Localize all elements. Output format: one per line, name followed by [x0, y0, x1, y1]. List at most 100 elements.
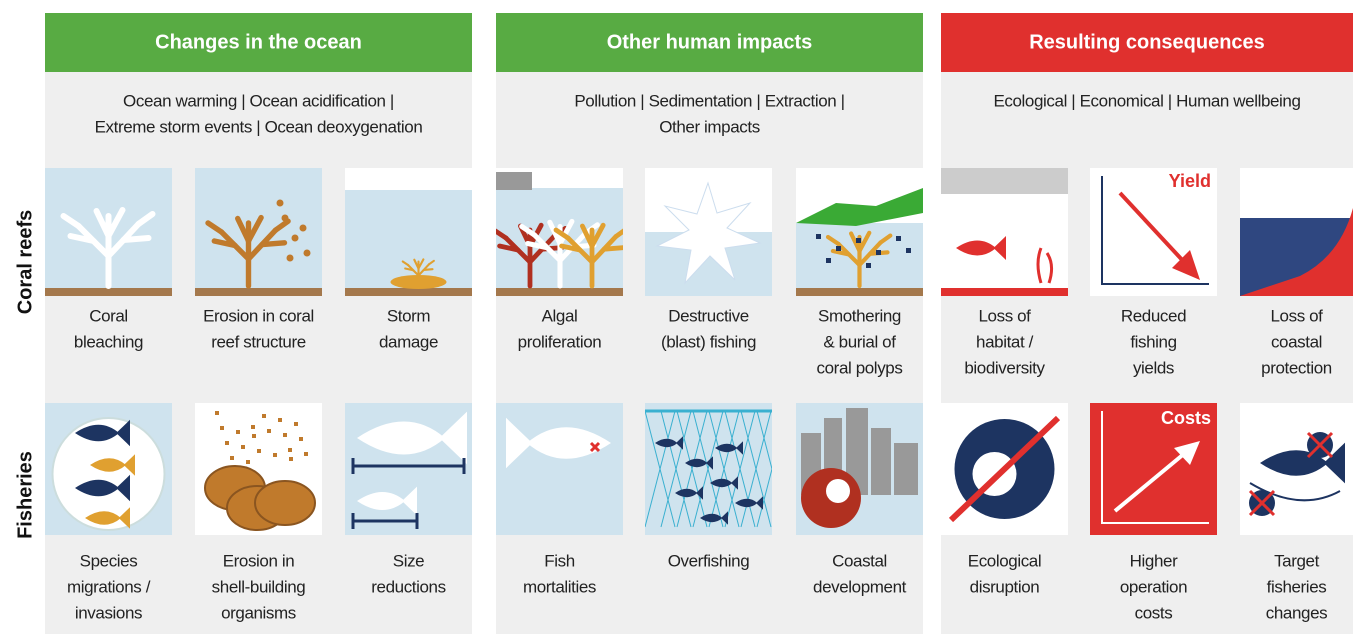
icon-caption: coastal — [1271, 332, 1322, 351]
column-subtitle: Extreme storm events | Ocean deoxygenati… — [95, 117, 423, 136]
icon — [796, 168, 923, 296]
icon-label: Yield — [1169, 171, 1211, 191]
building — [894, 443, 918, 495]
icon — [496, 403, 623, 535]
icon — [796, 403, 923, 535]
shell-debris — [288, 448, 292, 452]
panel-bg — [45, 72, 472, 634]
sediment — [836, 246, 841, 251]
shell-debris — [257, 449, 261, 453]
shell-debris — [299, 437, 303, 441]
row-label: Fisheries — [14, 451, 36, 539]
icon — [941, 403, 1068, 535]
shell-debris — [283, 433, 287, 437]
icon-caption: fishing — [1130, 332, 1176, 351]
icon — [345, 168, 472, 296]
coral-fallen — [391, 275, 447, 289]
icon-caption: migrations / — [67, 577, 151, 596]
icon-caption: damage — [379, 332, 438, 351]
icon-caption: costs — [1135, 603, 1173, 622]
icon-caption: Storm — [387, 306, 431, 325]
shell-debris — [252, 434, 256, 438]
shell-debris — [278, 418, 282, 422]
icon-bg — [496, 403, 623, 535]
column-title: Resulting consequences — [1029, 31, 1265, 53]
building — [871, 428, 891, 495]
row-label: Coral reefs — [14, 210, 36, 315]
icon-caption: Ecological — [968, 551, 1042, 570]
sediment — [866, 263, 871, 268]
icon — [645, 168, 772, 296]
shell-debris — [225, 441, 229, 445]
icon-caption: coral polyps — [817, 358, 903, 377]
column-subtitle: Other impacts — [659, 117, 760, 136]
icon-caption: (blast) fishing — [661, 332, 756, 351]
icon — [195, 168, 322, 296]
icon — [941, 168, 1068, 296]
icon-caption: reef structure — [211, 332, 306, 351]
icon-caption: Higher — [1130, 551, 1178, 570]
icon-bg — [195, 168, 322, 296]
icon-caption: reductions — [371, 577, 445, 596]
coral-branch — [424, 269, 433, 270]
shell-debris — [236, 430, 240, 434]
column-subtitle: Ecological | Economical | Human wellbein… — [993, 91, 1300, 110]
icon-caption: Smothering — [818, 306, 901, 325]
pipe — [496, 172, 532, 190]
icon-caption: Overfishing — [668, 551, 750, 570]
icon — [494, 168, 627, 296]
shell-debris — [294, 422, 298, 426]
icon-caption: operation — [1120, 577, 1187, 596]
sediment — [816, 234, 821, 239]
icon-caption: Erosion in coral — [203, 306, 314, 325]
debris — [304, 250, 311, 257]
shell-debris — [289, 457, 293, 461]
icon-caption: disruption — [970, 577, 1040, 596]
shell-debris — [246, 460, 250, 464]
icon-caption: Destructive — [668, 306, 749, 325]
shell — [255, 481, 315, 525]
icon — [1240, 168, 1353, 296]
icon — [1240, 403, 1353, 535]
debris — [287, 255, 294, 262]
icon-caption: & burial of — [823, 332, 896, 351]
icon-caption: protection — [1261, 358, 1332, 377]
dredge-cloud — [826, 479, 850, 503]
icon-caption: yields — [1133, 358, 1174, 377]
column-title: Changes in the ocean — [155, 31, 362, 53]
shell-debris — [267, 429, 271, 433]
shell-debris — [241, 445, 245, 449]
icon-caption: invasions — [75, 603, 142, 622]
icon-caption: changes — [1266, 603, 1327, 622]
icon — [345, 403, 472, 535]
coral-branch — [604, 248, 624, 250]
column-subtitle: Ocean warming | Ocean acidification | — [123, 91, 394, 110]
ground — [941, 288, 1068, 296]
sky — [941, 168, 1068, 194]
sediment — [876, 250, 881, 255]
icon-caption: organisms — [221, 603, 296, 622]
icon-caption: mortalities — [523, 577, 596, 596]
debris — [300, 225, 307, 232]
icon-caption: Size — [393, 551, 424, 570]
icon-caption: Species — [80, 551, 138, 570]
shell-debris — [304, 452, 308, 456]
icon-caption: biodiversity — [964, 358, 1045, 377]
coral-branch — [262, 243, 285, 245]
column-subtitle: Pollution | Sedimentation | Extraction | — [574, 91, 844, 110]
icon-caption: Coral — [89, 306, 128, 325]
icon-caption: Fish — [544, 551, 575, 570]
debris — [292, 235, 299, 242]
coral-branch — [124, 238, 149, 240]
ground — [345, 288, 472, 296]
icon — [45, 403, 172, 535]
shell-debris — [251, 425, 255, 429]
column-title: Other human impacts — [607, 31, 813, 53]
shell-debris — [220, 426, 224, 430]
icon-caption: fisheries — [1267, 577, 1327, 596]
ground — [45, 288, 172, 296]
icon-caption: proliferation — [518, 332, 602, 351]
ground — [796, 288, 923, 296]
icon-label: Costs — [1161, 408, 1211, 428]
panel-bg — [496, 72, 923, 634]
